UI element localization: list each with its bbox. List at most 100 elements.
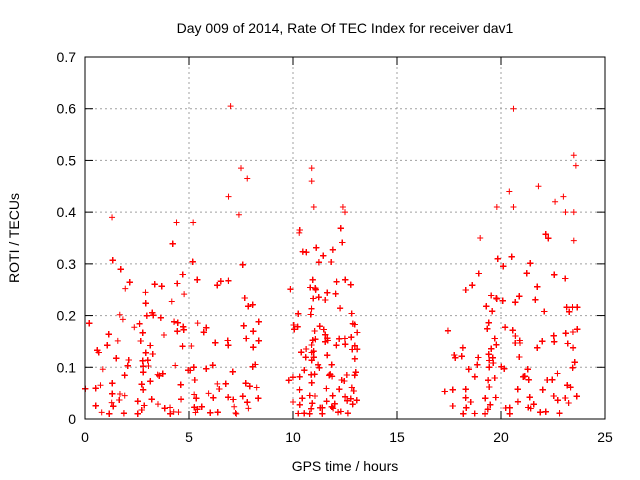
data-point: [316, 323, 323, 330]
data-point: [312, 285, 319, 292]
data-point: [486, 383, 493, 390]
data-point: [563, 304, 570, 311]
data-point: [351, 355, 358, 362]
y-axis-label: ROTI / TECUs: [6, 193, 22, 283]
data-point: [239, 261, 246, 268]
data-point: [121, 392, 128, 399]
data-point: [308, 349, 315, 356]
data-point: [149, 309, 156, 316]
data-point: [569, 328, 576, 335]
data-point: [520, 373, 527, 380]
data-point: [233, 410, 240, 417]
data-point: [329, 246, 336, 253]
data-point: [467, 398, 474, 405]
data-point: [567, 384, 574, 391]
data-point: [140, 386, 147, 393]
data-point: [173, 219, 180, 226]
data-point: [179, 343, 186, 350]
data-point: [516, 293, 523, 300]
data-point: [471, 410, 478, 417]
x-tick-label: 20: [493, 429, 509, 445]
data-point: [571, 359, 578, 366]
data-point: [532, 296, 539, 303]
data-point: [175, 409, 182, 416]
data-point: [134, 410, 141, 417]
data-point: [332, 290, 339, 297]
data-point: [348, 334, 355, 341]
data-point: [490, 360, 497, 367]
data-point: [225, 394, 232, 401]
data-point: [534, 344, 541, 351]
data-point: [104, 342, 111, 349]
data-point: [179, 271, 186, 278]
data-point: [312, 336, 319, 343]
data-point: [493, 203, 500, 210]
data-point: [491, 374, 498, 381]
data-point: [570, 209, 577, 216]
x-tick-label: 25: [597, 429, 613, 445]
data-point: [562, 330, 569, 337]
data-point: [506, 188, 513, 195]
data-point: [138, 406, 145, 413]
data-point: [527, 405, 534, 412]
data-point: [194, 320, 201, 327]
data-point: [329, 392, 336, 399]
data-point: [475, 270, 482, 277]
data-point: [238, 165, 244, 172]
data-point: [564, 340, 571, 347]
data-point: [487, 401, 494, 408]
data-point: [125, 356, 132, 363]
data-point: [308, 371, 315, 378]
data-point: [514, 398, 521, 405]
data-point: [542, 408, 549, 415]
data-point: [324, 289, 331, 296]
data-point: [482, 395, 489, 402]
y-tick-label: 0.5: [57, 152, 77, 168]
data-point: [493, 295, 500, 302]
data-point: [194, 276, 201, 283]
data-point: [342, 393, 349, 400]
data-point: [167, 410, 174, 417]
data-point: [239, 393, 246, 400]
data-point: [214, 380, 221, 387]
data-point: [539, 338, 546, 345]
data-point: [341, 377, 348, 384]
data-point: [154, 401, 161, 408]
data-point: [527, 260, 534, 267]
data-point: [488, 345, 495, 352]
data-point: [316, 364, 323, 371]
data-point: [462, 287, 469, 294]
data-point: [250, 344, 257, 351]
data-point: [299, 248, 306, 255]
data-point: [462, 386, 469, 393]
data-point: [506, 410, 513, 417]
data-point: [149, 351, 156, 358]
data-point: [296, 401, 303, 408]
data-point: [207, 409, 214, 416]
data-point: [255, 337, 262, 344]
data-point: [245, 303, 252, 310]
data-point: [189, 258, 196, 265]
chart-title: Day 009 of 2014, Rate Of TEC Index for r…: [177, 20, 514, 36]
axis-ticks: 00.10.20.30.40.50.60.70 5 10 15 20 25: [57, 49, 613, 445]
data-point: [570, 152, 577, 159]
data-point: [212, 339, 219, 346]
data-point: [337, 408, 344, 415]
data-point: [116, 311, 123, 318]
data-point: [298, 349, 305, 356]
data-point: [565, 400, 572, 407]
data-point: [333, 342, 340, 349]
data-point: [142, 300, 149, 307]
data-point: [301, 367, 308, 374]
data-point: [94, 347, 101, 354]
data-point: [180, 326, 187, 333]
data-point: [243, 335, 250, 342]
data-point: [544, 377, 551, 384]
data-point: [308, 178, 315, 185]
data-point: [225, 193, 232, 200]
data-point: [249, 363, 256, 370]
data-point: [508, 253, 515, 260]
data-point: [178, 396, 185, 403]
data-point: [295, 310, 302, 317]
data-point: [317, 404, 324, 411]
